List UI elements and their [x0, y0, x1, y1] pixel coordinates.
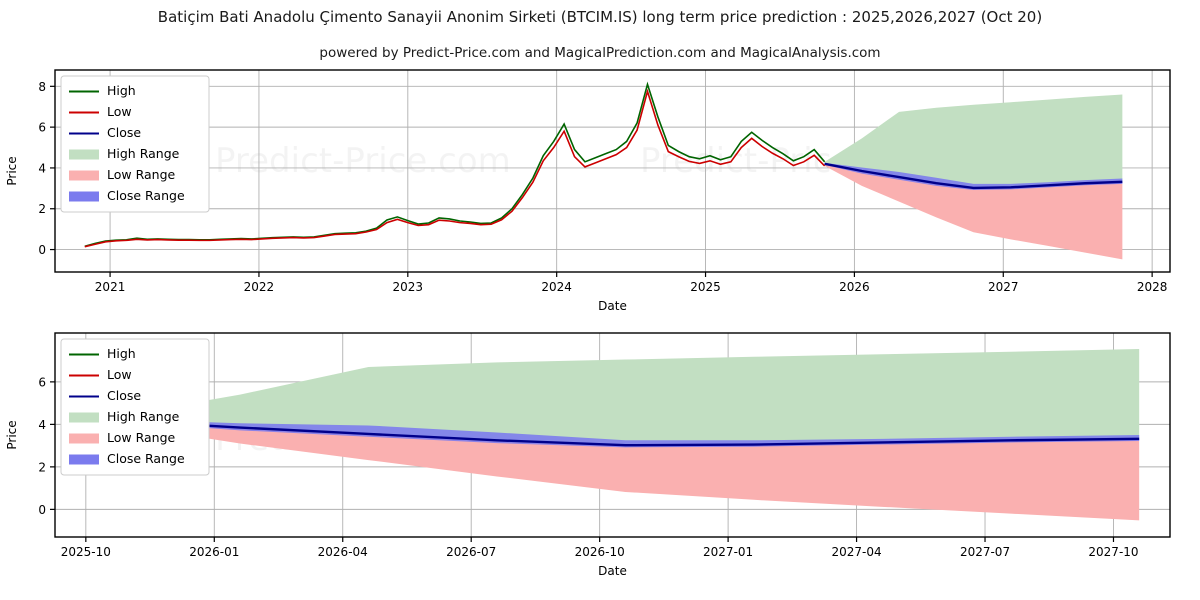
bottom-chart-panel: Predict-Price.comPredict-Price.com024620…: [0, 325, 1200, 600]
watermark-text: Predict-Price.com: [215, 141, 511, 181]
page-subtitle: powered by Predict-Price.com and Magical…: [319, 45, 881, 61]
legend-item-label: Close: [107, 388, 141, 403]
legend-item-label: Close: [107, 125, 141, 140]
y-tick-label: 4: [38, 161, 46, 175]
legend-band-swatch: [69, 454, 99, 465]
x-tick-label: 2026-04: [318, 545, 368, 559]
legend-item-label: Low Range: [107, 167, 176, 182]
x-tick-label: 2025: [690, 280, 721, 294]
x-tick-label: 2027-07: [960, 545, 1010, 559]
y-tick-label: 0: [38, 503, 46, 517]
legend-item-label: High Range: [107, 146, 180, 161]
y-tick-label: 0: [38, 243, 46, 257]
y-axis-label: Price: [5, 156, 19, 185]
x-tick-label: 2026: [839, 280, 870, 294]
x-tick-label: 2027-10: [1088, 545, 1138, 559]
x-tick-label: 2022: [244, 280, 275, 294]
x-tick-label: 2023: [393, 280, 424, 294]
legend-band-swatch: [69, 433, 99, 444]
chart-legend: High Low Close High Range Low Range Close Ran…: [60, 338, 210, 476]
bottom-chart-svg: Predict-Price.comPredict-Price.com024620…: [0, 325, 1200, 600]
plot-frame: [54, 332, 1171, 538]
x-tick-label: 2026-01: [189, 545, 239, 559]
low-range-band: [824, 163, 1123, 260]
close-range-band: [824, 162, 1123, 190]
x-tick-label: 2028: [1137, 280, 1168, 294]
y-tick-label: 4: [38, 418, 46, 432]
legend-item-label: Low Range: [107, 430, 176, 445]
x-tick-label: 2025-10: [61, 545, 111, 559]
top-chart-panel: Predict-Price.comPredict-Price.comPredic…: [0, 62, 1200, 322]
x-tick-label: 2027: [988, 280, 1019, 294]
high-range-band: [824, 94, 1123, 188]
high-range-band: [111, 348, 1140, 446]
mask-bottom: [0, 537, 1200, 600]
close-price-line: [111, 418, 1140, 447]
low-price-line: [84, 88, 826, 248]
mask-bottom: [0, 272, 1200, 322]
legend-item-label: Close Range: [107, 451, 185, 466]
y-tick-label: 6: [38, 375, 46, 389]
x-axis-label: Date: [598, 564, 627, 578]
top-chart-svg: Predict-Price.comPredict-Price.comPredic…: [0, 62, 1200, 322]
legend-item-label: Close Range: [107, 188, 185, 203]
legend-item-label: High Range: [107, 409, 180, 424]
y-tick-label: 8: [38, 80, 46, 94]
y-tick-label: 2: [38, 460, 46, 474]
legend-band-swatch: [69, 149, 99, 160]
close-range-band: [111, 419, 1140, 448]
x-tick-label: 2021: [95, 280, 126, 294]
mask-top: [0, 62, 1200, 70]
legend-band-swatch: [69, 170, 99, 181]
legend-item-label: Low: [107, 367, 132, 382]
low-range-band: [111, 420, 1140, 521]
legend-band-swatch: [69, 191, 99, 202]
y-axis-label: Price: [5, 420, 19, 449]
page-title: Batiçim Bati Anadolu Çimento Sanayii Ano…: [157, 8, 1043, 26]
legend-item-label: High: [107, 83, 136, 98]
mask-top: [0, 325, 1200, 333]
x-tick-label: 2026-10: [575, 545, 625, 559]
close-price-line: [824, 162, 1123, 190]
x-tick-label: 2026-07: [446, 545, 496, 559]
y-tick-label: 6: [38, 121, 46, 135]
legend-item-label: Low: [107, 104, 132, 119]
x-tick-label: 2027-04: [831, 545, 881, 559]
legend-band-swatch: [69, 412, 99, 423]
chart-legend: High Low Close High Range Low Range Close Ran…: [60, 75, 210, 213]
plot-frame: [54, 69, 1171, 273]
y-tick-label: 2: [38, 202, 46, 216]
x-tick-label: 2024: [541, 280, 572, 294]
x-axis-label: Date: [598, 299, 627, 313]
legend-item-label: High: [107, 346, 136, 361]
x-tick-label: 2027-01: [703, 545, 753, 559]
